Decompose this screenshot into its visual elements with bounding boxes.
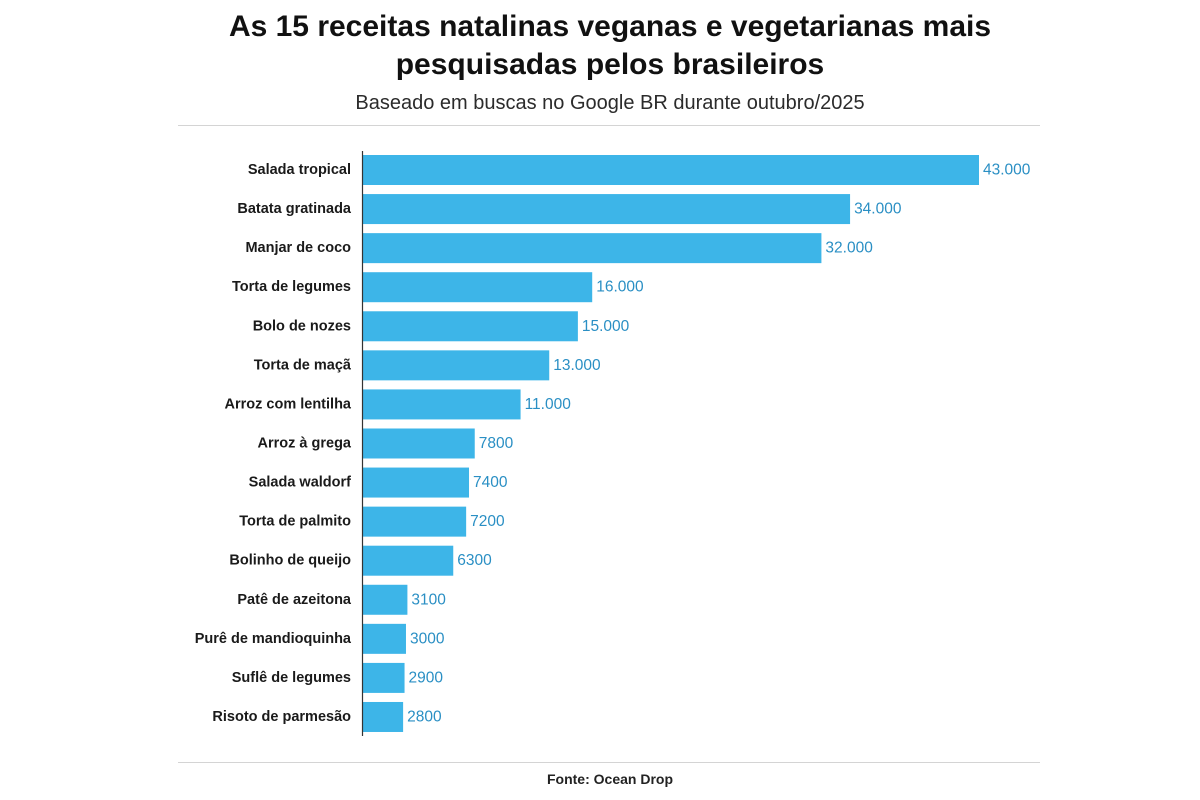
category-label: Torta de maçã	[254, 357, 352, 373]
bar	[363, 623, 406, 654]
category-label: Arroz com lentilha	[225, 396, 352, 412]
value-label: 34.000	[854, 201, 902, 218]
category-label: Salada waldorf	[249, 475, 352, 491]
category-label: Bolinho de queijo	[229, 553, 351, 569]
value-label: 3100	[411, 591, 446, 608]
bar	[363, 272, 593, 303]
category-label: Torta de palmito	[239, 514, 351, 530]
category-label: Risoto de parmesão	[212, 709, 351, 725]
value-label: 7200	[470, 513, 505, 530]
chart-subtitle: Baseado em buscas no Google BR durante o…	[355, 92, 865, 114]
bar	[363, 545, 454, 576]
top-divider	[178, 125, 1040, 126]
source-note: Fonte: Ocean Drop	[546, 771, 673, 787]
bar	[363, 311, 578, 342]
category-label: Suflê de legumes	[232, 670, 351, 686]
category-label: Purê de mandioquinha	[195, 631, 352, 647]
bottom-divider	[178, 762, 1040, 763]
bar	[363, 233, 822, 264]
bar	[363, 428, 475, 459]
value-label: 13.000	[553, 357, 601, 374]
value-label: 2900	[409, 669, 444, 686]
category-label: Patê de azeitona	[237, 592, 352, 608]
bar	[363, 584, 408, 615]
bar	[363, 194, 851, 225]
bar	[363, 389, 521, 420]
category-label: Bolo de nozes	[253, 318, 351, 334]
bar	[363, 467, 470, 498]
value-label: 43.000	[983, 162, 1031, 179]
bar	[363, 350, 550, 381]
value-label: 11.000	[525, 396, 572, 413]
value-label: 15.000	[582, 318, 630, 335]
value-label: 7800	[479, 435, 514, 452]
category-label: Batata gratinada	[237, 201, 352, 217]
value-label: 6300	[457, 552, 492, 569]
value-label: 3000	[410, 630, 445, 647]
category-label: Torta de legumes	[232, 279, 351, 295]
bar	[363, 155, 979, 185]
chart-title: As 15 receitas natalinas veganas e veget…	[228, 10, 992, 81]
bar	[363, 701, 404, 732]
category-label: Arroz à grega	[258, 435, 352, 451]
category-label: Salada tropical	[248, 162, 351, 178]
bar	[363, 662, 405, 693]
value-label: 2800	[407, 708, 442, 725]
value-label: 16.000	[596, 279, 644, 296]
category-label: Manjar de coco	[245, 240, 351, 256]
value-label: 32.000	[825, 240, 873, 257]
bar	[363, 506, 467, 537]
value-label: 7400	[473, 474, 508, 491]
